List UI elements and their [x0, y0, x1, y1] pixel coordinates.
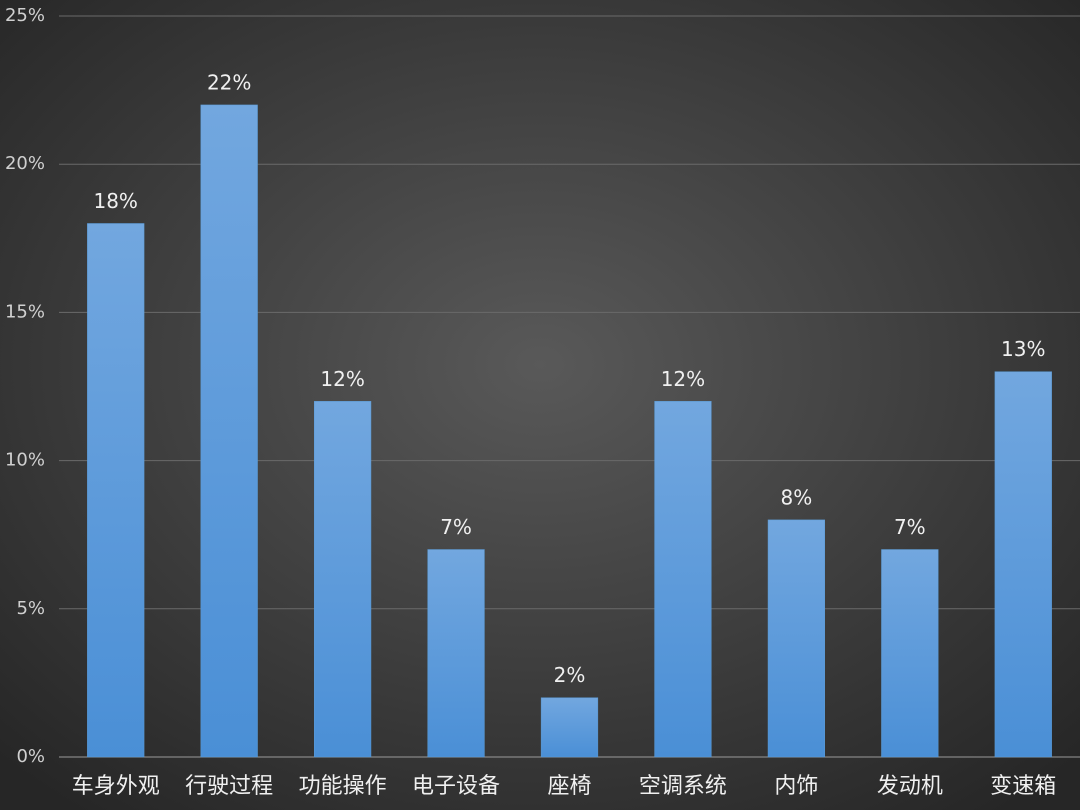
bar [540, 697, 599, 758]
bar [767, 519, 825, 758]
value-label: 12% [320, 367, 364, 391]
x-tick-label: 电子设备 [412, 774, 500, 799]
y-tick-label: 25% [5, 5, 45, 26]
bar [654, 401, 712, 758]
x-tick-label: 车身外观 [72, 774, 160, 799]
x-tick-label: 功能操作 [299, 774, 387, 799]
y-tick-label: 15% [5, 301, 45, 322]
value-label: 7% [440, 515, 472, 539]
x-tick-label: 行驶过程 [185, 774, 273, 799]
bar [881, 549, 939, 758]
x-tick-label: 空调系统 [639, 774, 727, 799]
x-tick-label: 座椅 [547, 774, 591, 799]
y-tick-label: 5% [16, 598, 45, 619]
x-tick-label: 变速箱 [990, 774, 1056, 799]
value-label: 8% [781, 485, 813, 509]
y-tick-label: 0% [16, 746, 45, 767]
value-label: 22% [207, 70, 251, 94]
value-label: 13% [1001, 337, 1045, 361]
x-tick-label: 内饰 [774, 774, 818, 799]
x-tick-label: 发动机 [877, 774, 943, 799]
value-label: 2% [554, 663, 586, 687]
bar [200, 104, 258, 758]
y-tick-label: 20% [5, 153, 45, 174]
y-tick-label: 10% [5, 450, 45, 471]
value-label: 7% [894, 515, 926, 539]
bar [994, 371, 1052, 758]
bar [427, 549, 485, 758]
bar [87, 223, 145, 758]
value-label: 18% [93, 189, 137, 213]
bar [314, 401, 372, 758]
value-label: 12% [661, 367, 705, 391]
